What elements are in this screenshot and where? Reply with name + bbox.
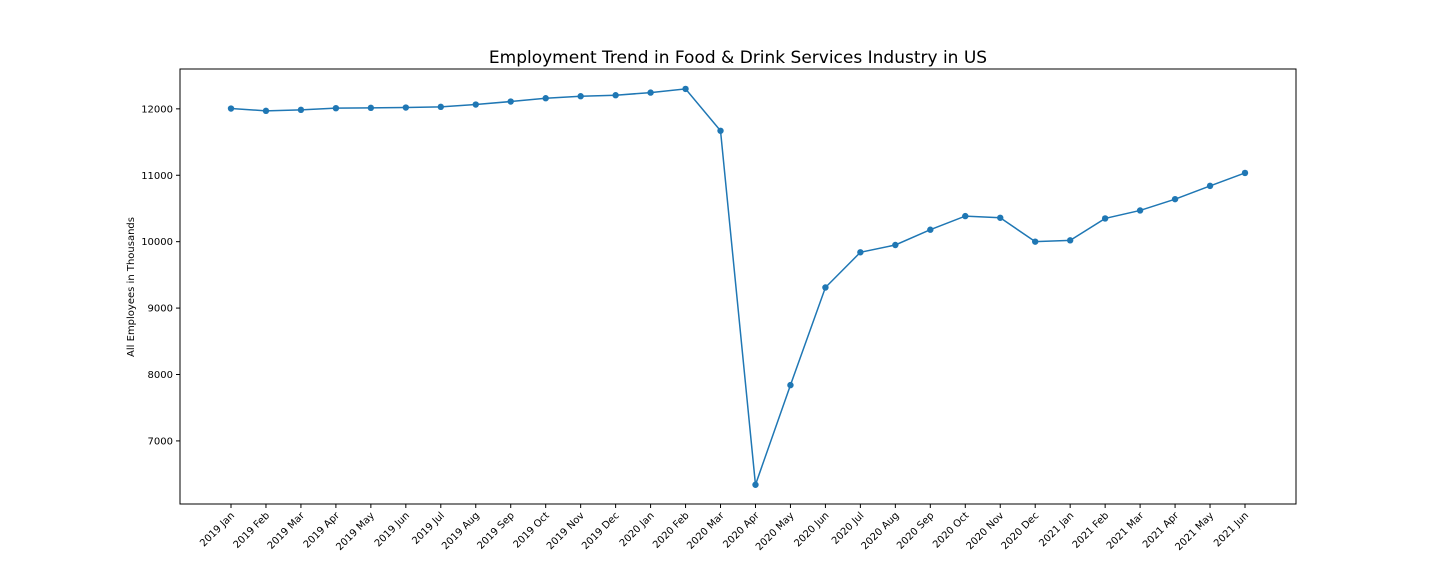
x-tick-label: 2021 Jun [1212, 510, 1251, 549]
data-point [1206, 182, 1214, 190]
data-point [927, 226, 934, 233]
y-tick-label: 9000 [148, 304, 173, 315]
x-tick-label: 2020 Sep [895, 510, 936, 551]
data-point [682, 85, 689, 93]
plot-area-frame [179, 68, 1297, 505]
data-point [752, 481, 759, 488]
y-tick-label: 10000 [141, 237, 173, 248]
x-tick-label: 2021 Mar [1105, 510, 1147, 552]
x-tick-label: 2021 May [1174, 510, 1217, 553]
x-tick-label: 2019 Dec [580, 510, 622, 552]
y-tick-label: 7000 [148, 436, 173, 447]
data-point [962, 212, 969, 220]
data-point [857, 249, 864, 256]
x-tick-label: 2020 May [754, 510, 797, 553]
data-point [647, 89, 654, 96]
data-point [402, 104, 410, 111]
data-point [542, 95, 549, 102]
data-point [997, 214, 1004, 221]
x-tick-label: 2019 Mar [266, 510, 308, 552]
data-point [822, 284, 829, 291]
x-tick-label: 2020 Dec [1000, 510, 1042, 552]
x-tick-label: 2019 May [334, 510, 377, 553]
data-point [1241, 169, 1249, 177]
data-point [1171, 195, 1179, 203]
data-point [1066, 237, 1074, 244]
x-tick-label: 2020 Mar [685, 510, 727, 552]
x-tick-label: 2020 Aug [860, 510, 902, 552]
data-point [1101, 215, 1109, 222]
data-point [472, 101, 479, 108]
chart-title: Employment Trend in Food & Drink Service… [489, 48, 987, 68]
x-tick-label: 2020 Jul [830, 510, 867, 547]
data-point [332, 104, 340, 112]
y-axis-label: All Employees in Thousands [126, 217, 137, 357]
x-tick-label: 2019 Aug [440, 510, 482, 552]
y-tick-label: 8000 [148, 370, 173, 381]
data-point [437, 103, 444, 111]
x-tick-label: 2019 Jun [373, 510, 412, 549]
data-point [1136, 207, 1144, 214]
x-tick-label: 2020 Jun [792, 510, 831, 549]
data-point [717, 127, 724, 134]
y-tick-label: 12000 [141, 104, 173, 115]
y-tick-label: 11000 [141, 171, 173, 182]
data-point [612, 92, 619, 99]
data-point [787, 381, 794, 389]
data-point [1032, 238, 1039, 245]
data-point [227, 105, 235, 112]
data-point [507, 98, 514, 105]
data-point [577, 93, 584, 100]
x-tick-label: 2019 Sep [475, 510, 516, 551]
data-point [367, 104, 375, 112]
series-layer [227, 85, 1249, 488]
x-tick-label: 2019 Jul [410, 510, 447, 547]
data-point [297, 106, 305, 114]
series-line [230, 88, 1246, 485]
data-point [892, 241, 899, 249]
data-point [262, 107, 270, 115]
